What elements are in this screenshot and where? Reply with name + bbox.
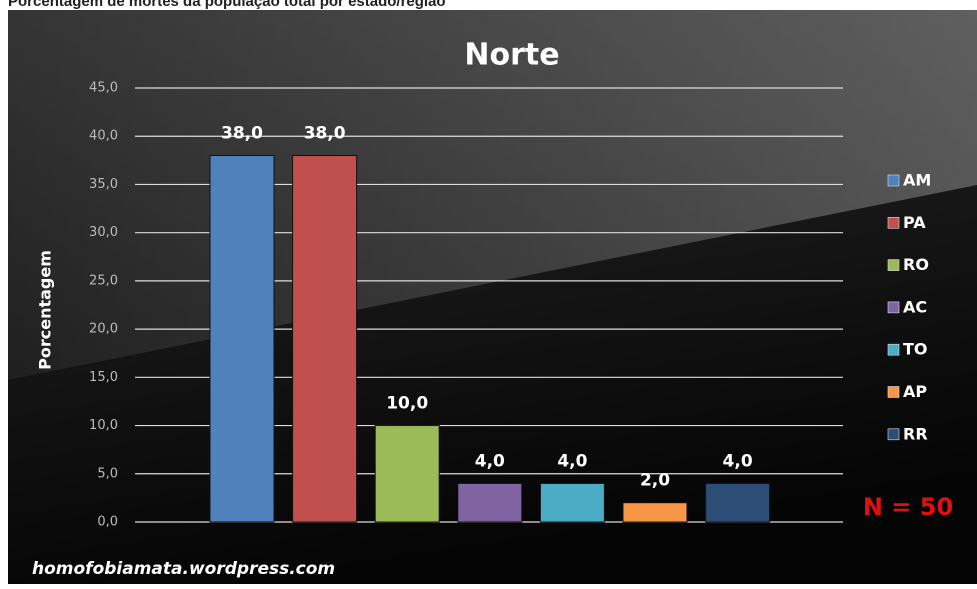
legend-label: RR	[903, 424, 928, 443]
y-tick-label: 0,0	[97, 515, 118, 530]
annotation: N = 50	[863, 493, 953, 521]
legend-label: PA	[903, 213, 926, 232]
data-label: 38,0	[304, 124, 346, 144]
y-tick-label: 30,0	[89, 225, 118, 240]
legend-swatch	[887, 217, 900, 229]
y-tick-label: 35,0	[89, 177, 118, 192]
y-axis-label: Porcentagem	[36, 250, 55, 370]
y-tick-label: 15,0	[89, 370, 118, 385]
legend-label: AM	[903, 171, 931, 190]
bar	[292, 155, 358, 523]
watermark: homofobiamata.wordpress.com	[32, 559, 335, 579]
legend-swatch	[887, 428, 900, 441]
legend-label: AC	[903, 297, 927, 316]
caption: Porcentagem de mortes da população total…	[8, 0, 446, 10]
legend-swatch	[887, 174, 900, 187]
data-label: 4,0	[475, 451, 505, 471]
bar	[539, 482, 605, 523]
chart-title: Norte	[464, 38, 559, 73]
data-label: 4,0	[723, 451, 753, 471]
data-label: 2,0	[640, 471, 670, 491]
y-tick-label: 45,0	[89, 81, 118, 96]
legend-label: RO	[903, 255, 929, 274]
data-label: 10,0	[386, 394, 428, 414]
legend-swatch	[887, 343, 900, 356]
bar	[209, 155, 275, 523]
bar	[705, 482, 771, 523]
legend-swatch	[887, 259, 900, 271]
legend-swatch	[887, 386, 900, 398]
legend-swatch	[887, 301, 900, 314]
y-tick-label: 40,0	[89, 129, 118, 144]
legend-label: TO	[903, 340, 928, 359]
y-tick-label: 10,0	[89, 418, 118, 433]
y-tick-label: 5,0	[97, 466, 118, 481]
bar	[374, 425, 440, 523]
data-label: 38,0	[221, 124, 263, 144]
bar	[622, 502, 688, 523]
bar	[457, 482, 523, 523]
y-tick-label: 20,0	[89, 322, 118, 337]
y-tick-label: 25,0	[89, 273, 118, 288]
legend-label: AP	[903, 382, 927, 401]
data-label: 4,0	[557, 451, 587, 471]
